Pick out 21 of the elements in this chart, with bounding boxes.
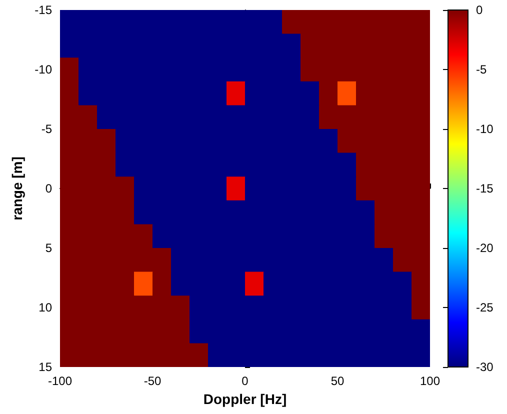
color-bar-label: -20 bbox=[476, 241, 494, 255]
y-tick-label: 10 bbox=[38, 300, 52, 314]
y-tick-label: 0 bbox=[45, 182, 52, 196]
color-bar-label: -5 bbox=[476, 62, 487, 76]
x-tick-label: 50 bbox=[330, 374, 344, 388]
x-tick-label: 100 bbox=[420, 374, 440, 388]
y-tick-label: 5 bbox=[45, 241, 52, 255]
y-axis-title: range [m] bbox=[8, 156, 25, 220]
x-tick-label: -50 bbox=[144, 374, 162, 388]
y-tick-label: 15 bbox=[38, 360, 52, 374]
y-tick-label: -5 bbox=[41, 122, 52, 136]
x-tick-label: -100 bbox=[48, 374, 72, 388]
y-tick-label: -15 bbox=[34, 3, 52, 17]
x-tick-label: 0 bbox=[242, 374, 249, 388]
x-axis-title: Doppler [Hz] bbox=[203, 390, 287, 407]
color-bar-label: -10 bbox=[476, 122, 494, 136]
color-bar-label: -15 bbox=[476, 182, 494, 196]
y-tick-label: -10 bbox=[34, 62, 52, 76]
color-bar-label: 0 bbox=[476, 3, 483, 17]
color-bar-label: -30 bbox=[476, 360, 494, 374]
color-bar-label: -25 bbox=[476, 300, 494, 314]
